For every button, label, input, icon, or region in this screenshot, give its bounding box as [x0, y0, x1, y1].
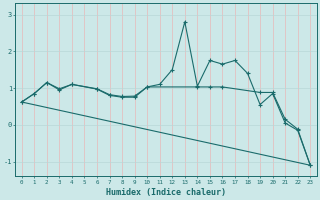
X-axis label: Humidex (Indice chaleur): Humidex (Indice chaleur)	[106, 188, 226, 197]
